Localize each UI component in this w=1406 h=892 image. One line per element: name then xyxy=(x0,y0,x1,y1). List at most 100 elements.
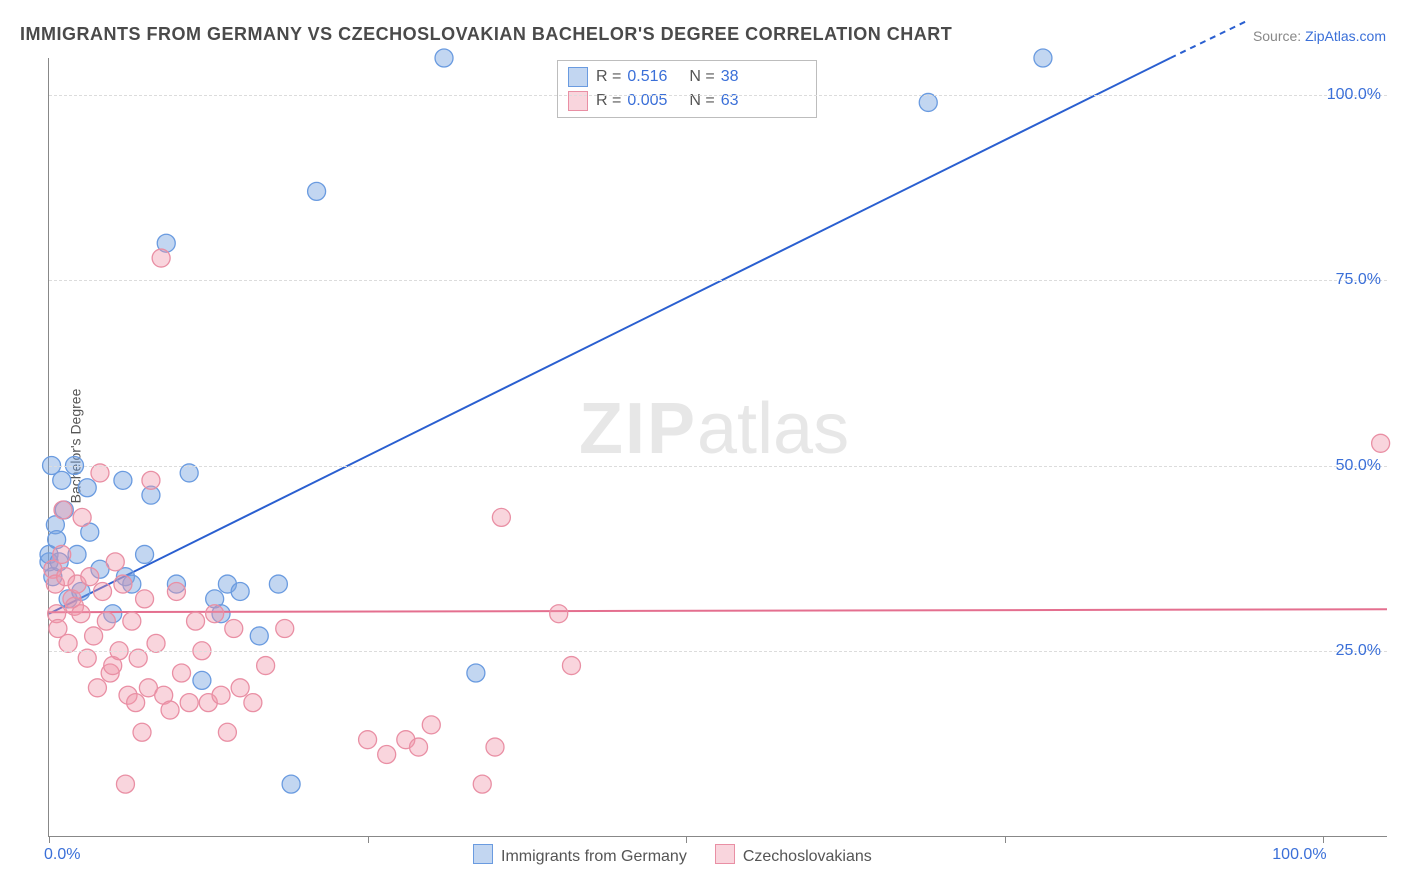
czech-point xyxy=(473,775,491,793)
czech-point xyxy=(85,627,103,645)
czech-point xyxy=(486,738,504,756)
germany-point xyxy=(136,545,154,563)
x-axis-label-right: 100.0% xyxy=(1272,846,1326,864)
germany-trendline-dash xyxy=(1170,21,1246,58)
czech-point xyxy=(231,679,249,697)
czech-point xyxy=(59,634,77,652)
czech-point xyxy=(180,694,198,712)
czech-point xyxy=(378,745,396,763)
czech-point xyxy=(133,723,151,741)
germany-trendline xyxy=(49,58,1170,614)
grid-line xyxy=(49,280,1387,281)
y-tick-label: 25.0% xyxy=(1336,642,1381,660)
czech-point xyxy=(91,464,109,482)
czech-point xyxy=(53,545,71,563)
chart-title: IMMIGRANTS FROM GERMANY VS CZECHOSLOVAKI… xyxy=(20,24,952,45)
czech-point xyxy=(550,605,568,623)
germany-point xyxy=(114,471,132,489)
germany-point xyxy=(78,479,96,497)
r-label: R = xyxy=(596,68,621,86)
germany-swatch xyxy=(568,67,588,87)
czech-point xyxy=(492,508,510,526)
germany-point xyxy=(308,182,326,200)
correlation-legend: R = 0.516 N = 38 R =0.005N =63 xyxy=(557,60,817,118)
grid-line xyxy=(49,651,1387,652)
series-label: Czechoslovakians xyxy=(743,848,872,865)
legend-row-germany: R = 0.516 N = 38 xyxy=(568,65,806,89)
germany-point xyxy=(250,627,268,645)
czech-point xyxy=(276,620,294,638)
czech-point xyxy=(212,686,230,704)
czech-point xyxy=(116,775,134,793)
czech-trendline xyxy=(49,609,1387,612)
czech-point xyxy=(187,612,205,630)
czech-swatch xyxy=(568,91,588,111)
scatter-plot: ZIPatlas R =0.516N =38R =0.005N =63 25.0… xyxy=(48,58,1387,837)
bottom-legend-item-czech: Czechoslovakians xyxy=(715,844,872,866)
germany-swatch xyxy=(473,844,493,864)
czech-point xyxy=(81,568,99,586)
czech-point xyxy=(147,634,165,652)
r-value: 0.516 xyxy=(627,68,683,86)
czech-point xyxy=(136,590,154,608)
plot-svg xyxy=(49,58,1387,836)
x-tick xyxy=(1005,836,1006,843)
x-axis-label-left: 0.0% xyxy=(44,846,80,864)
czech-point xyxy=(97,612,115,630)
y-tick-label: 75.0% xyxy=(1336,271,1381,289)
n-value: 38 xyxy=(721,68,777,86)
bottom-legend-item-germany: Immigrants from Germany xyxy=(473,844,687,866)
czech-point xyxy=(54,501,72,519)
series-legend: Immigrants from Germany Czechoslovakians xyxy=(473,844,872,866)
czech-point xyxy=(173,664,191,682)
czech-point xyxy=(257,657,275,675)
czech-swatch xyxy=(715,844,735,864)
czech-point xyxy=(410,738,428,756)
germany-point xyxy=(467,664,485,682)
germany-point xyxy=(231,582,249,600)
source-label: Source: xyxy=(1253,28,1305,44)
germany-point xyxy=(180,464,198,482)
germany-point xyxy=(435,49,453,67)
x-tick xyxy=(368,836,369,843)
germany-point xyxy=(919,93,937,111)
germany-point xyxy=(282,775,300,793)
czech-point xyxy=(218,723,236,741)
czech-point xyxy=(167,582,185,600)
czech-point xyxy=(78,649,96,667)
series-label: Immigrants from Germany xyxy=(501,848,687,865)
n-label: N = xyxy=(689,68,714,86)
czech-point xyxy=(244,694,262,712)
grid-line xyxy=(49,466,1387,467)
czech-point xyxy=(359,731,377,749)
germany-point xyxy=(1034,49,1052,67)
czech-point xyxy=(161,701,179,719)
czech-point xyxy=(72,605,90,623)
czech-point xyxy=(114,575,132,593)
legend-row-czech: R =0.005N =63 xyxy=(568,89,806,113)
czech-point xyxy=(562,657,580,675)
czech-point xyxy=(225,620,243,638)
germany-point xyxy=(53,471,71,489)
grid-line xyxy=(49,95,1387,96)
czech-point xyxy=(106,553,124,571)
germany-point xyxy=(269,575,287,593)
czech-point xyxy=(1372,434,1390,452)
czech-point xyxy=(422,716,440,734)
czech-point xyxy=(142,471,160,489)
czech-point xyxy=(94,582,112,600)
y-tick-label: 50.0% xyxy=(1336,457,1381,475)
czech-point xyxy=(73,508,91,526)
czech-point xyxy=(127,694,145,712)
czech-point xyxy=(123,612,141,630)
germany-point xyxy=(193,671,211,689)
czech-point xyxy=(152,249,170,267)
x-tick xyxy=(49,836,50,843)
y-tick-label: 100.0% xyxy=(1327,86,1381,104)
x-tick xyxy=(1323,836,1324,843)
x-tick xyxy=(686,836,687,843)
source-attribution: Source: ZipAtlas.com xyxy=(1253,28,1386,44)
czech-point xyxy=(129,649,147,667)
czech-point xyxy=(88,679,106,697)
source-link[interactable]: ZipAtlas.com xyxy=(1305,28,1386,44)
